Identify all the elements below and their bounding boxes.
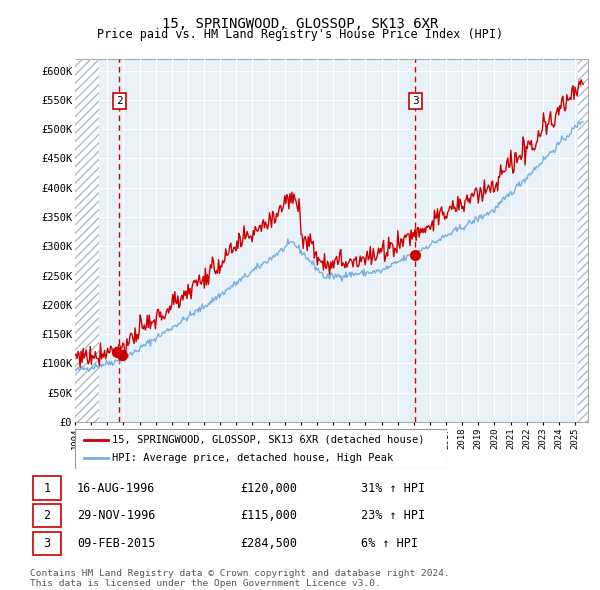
Text: £120,000: £120,000 — [240, 481, 297, 494]
Text: £115,000: £115,000 — [240, 509, 297, 522]
Text: 31% ↑ HPI: 31% ↑ HPI — [361, 481, 425, 494]
Bar — [578, 59, 588, 422]
FancyBboxPatch shape — [33, 532, 61, 555]
Text: 23% ↑ HPI: 23% ↑ HPI — [361, 509, 425, 522]
FancyBboxPatch shape — [33, 504, 61, 527]
Bar — [75, 59, 99, 422]
Text: 16-AUG-1996: 16-AUG-1996 — [77, 481, 155, 494]
Text: This data is licensed under the Open Government Licence v3.0.: This data is licensed under the Open Gov… — [30, 579, 381, 588]
Text: HPI: Average price, detached house, High Peak: HPI: Average price, detached house, High… — [112, 453, 394, 463]
Text: 3: 3 — [412, 96, 419, 106]
Text: 09-FEB-2015: 09-FEB-2015 — [77, 537, 155, 550]
Text: £284,500: £284,500 — [240, 537, 297, 550]
Text: 3: 3 — [44, 537, 50, 550]
Text: 15, SPRINGWOOD, GLOSSOP, SK13 6XR (detached house): 15, SPRINGWOOD, GLOSSOP, SK13 6XR (detac… — [112, 435, 425, 445]
FancyBboxPatch shape — [33, 476, 61, 500]
Text: 6% ↑ HPI: 6% ↑ HPI — [361, 537, 418, 550]
Text: 29-NOV-1996: 29-NOV-1996 — [77, 509, 155, 522]
Bar — [75, 59, 99, 422]
Text: 15, SPRINGWOOD, GLOSSOP, SK13 6XR: 15, SPRINGWOOD, GLOSSOP, SK13 6XR — [162, 17, 438, 31]
Text: 2: 2 — [44, 509, 50, 522]
Text: 2: 2 — [116, 96, 123, 106]
Text: 1: 1 — [44, 481, 50, 494]
Text: Contains HM Land Registry data © Crown copyright and database right 2024.: Contains HM Land Registry data © Crown c… — [30, 569, 450, 578]
Text: Price paid vs. HM Land Registry's House Price Index (HPI): Price paid vs. HM Land Registry's House … — [97, 28, 503, 41]
FancyBboxPatch shape — [75, 429, 447, 469]
Bar — [578, 59, 588, 422]
